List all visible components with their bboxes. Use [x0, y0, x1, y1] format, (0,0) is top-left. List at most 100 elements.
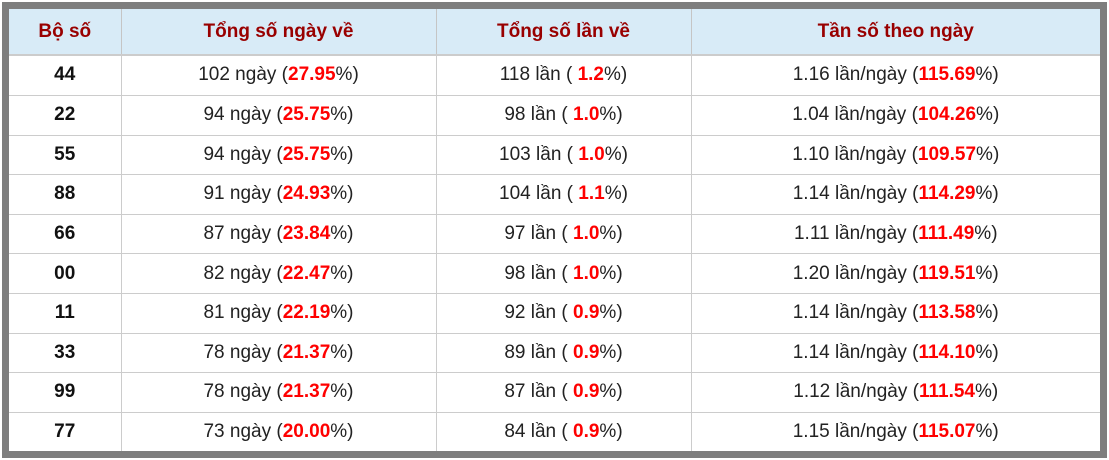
- highlight-percentage: 109.57: [917, 143, 977, 165]
- cell-text: 1.15 lần/ngày (: [792, 420, 919, 442]
- table-body: 44 102 ngày (27.95%) 118 lần ( 1.2%) 1.16 l…: [9, 54, 1100, 451]
- highlight-percentage: 114.10: [918, 341, 976, 363]
- header-row: Bộ số Tổng số ngày về Tổng số lần về Tần…: [9, 9, 1100, 56]
- cell-total-times: 103 lần ( 1.0%): [435, 134, 691, 175]
- cell-frequency-per-day: 1.20 lần/ngày (119.51%): [690, 253, 1100, 294]
- cell-total-days: 91 ngày (24.93%): [120, 174, 436, 215]
- cell-text: 97 lần (: [504, 223, 573, 245]
- highlight-percentage: 0.9: [573, 341, 600, 363]
- cell-pair: 88: [9, 174, 121, 215]
- cell-text: 92 lần (: [504, 302, 573, 324]
- cell-total-times: 98 lần ( 1.0%): [435, 94, 691, 136]
- highlight-percentage: 25.75: [282, 143, 331, 165]
- cell-pair: 11: [9, 292, 121, 334]
- highlight-percentage: 115.69: [918, 64, 976, 86]
- highlight-percentage: 21.37: [282, 341, 331, 363]
- cell-text: %): [975, 183, 999, 205]
- cell-text: 89 lần (: [504, 341, 573, 363]
- table-row: 66 87 ngày (23.84%) 97 lần ( 1.0%) 1.11 lần…: [9, 213, 1100, 254]
- cell-text: 1.14 lần/ngày (: [792, 341, 919, 363]
- cell-total-days: 82 ngày (22.47%): [120, 253, 436, 294]
- cell-frequency-per-day: 1.10 lần/ngày (109.57%): [690, 134, 1100, 175]
- cell-total-days: 78 ngày (21.37%): [120, 372, 436, 413]
- cell-text: %): [975, 341, 999, 363]
- cell-text: %): [330, 143, 354, 165]
- table-row: 77 73 ngày (20.00%) 84 lần ( 0.9%) 1.15 lần…: [9, 411, 1100, 451]
- cell-text: 66: [54, 223, 76, 245]
- cell-total-times: 89 lần ( 0.9%): [435, 332, 691, 373]
- cell-total-days: 94 ngày (25.75%): [120, 134, 436, 175]
- cell-text: %): [976, 143, 1000, 165]
- highlight-percentage: 114.29: [918, 183, 976, 205]
- cell-text: 78 ngày (: [203, 381, 283, 403]
- table-row: 22 94 ngày (25.75%) 98 lần ( 1.0%) 1.04 lần…: [9, 94, 1100, 136]
- cell-text: 73 ngày (: [203, 420, 283, 442]
- cell-text: %): [599, 381, 623, 403]
- cell-text: 118 lần (: [499, 64, 578, 86]
- cell-text: 78 ngày (: [203, 341, 283, 363]
- column-header-total-days: Tổng số ngày về: [120, 9, 436, 56]
- cell-text: %): [975, 302, 999, 324]
- highlight-percentage: 111.54: [918, 381, 975, 403]
- highlight-percentage: 1.2: [577, 64, 604, 86]
- cell-text: 81 ngày (: [203, 302, 283, 324]
- cell-text: 88: [54, 183, 76, 205]
- highlight-percentage: 0.9: [573, 302, 600, 324]
- cell-text: %): [976, 104, 1000, 126]
- highlight-percentage: 1.0: [573, 223, 600, 245]
- highlight-percentage: 1.0: [573, 262, 600, 284]
- highlight-percentage: 115.07: [918, 420, 976, 442]
- cell-total-days: 73 ngày (20.00%): [120, 411, 436, 451]
- cell-text: 1.10 lần/ngày (: [792, 143, 918, 165]
- cell-pair: 33: [9, 332, 121, 373]
- cell-text: 1.11 lần/ngày (: [793, 223, 919, 245]
- cell-text: %): [604, 64, 628, 86]
- cell-text: %): [599, 420, 623, 442]
- cell-pair: 22: [9, 94, 121, 136]
- cell-text: 44: [54, 64, 76, 86]
- cell-text: 11: [54, 302, 75, 324]
- cell-text: 1.16 lần/ngày (: [792, 64, 919, 86]
- highlight-percentage: 22.19: [282, 302, 331, 324]
- highlight-percentage: 1.1: [578, 183, 605, 205]
- cell-text: %): [599, 341, 623, 363]
- highlight-percentage: 21.37: [282, 381, 331, 403]
- cell-text: 1.04 lần/ngày (: [792, 104, 918, 126]
- table-row: 33 78 ngày (21.37%) 89 lần ( 0.9%) 1.14 lần…: [9, 332, 1100, 373]
- cell-text: 94 ngày (: [203, 143, 283, 165]
- cell-text: 98 lần (: [504, 262, 573, 284]
- cell-pair: 99: [9, 372, 121, 413]
- cell-text: 99: [54, 381, 76, 403]
- cell-text: 104 lần (: [499, 183, 579, 205]
- cell-text: %): [330, 104, 354, 126]
- cell-pair: 66: [9, 213, 121, 254]
- cell-pair: 00: [9, 253, 121, 294]
- cell-text: 87 lần (: [504, 381, 573, 403]
- cell-text: %): [330, 183, 354, 205]
- cell-text: %): [604, 183, 628, 205]
- column-header-frequency-per-day: Tần số theo ngày: [690, 9, 1100, 56]
- cell-text: %): [975, 262, 999, 284]
- cell-text: %): [330, 381, 354, 403]
- cell-text: 94 ngày (: [203, 104, 283, 126]
- cell-text: %): [330, 341, 354, 363]
- cell-text: 87 ngày (: [203, 223, 283, 245]
- highlight-percentage: 27.95: [288, 64, 336, 86]
- cell-text: %): [975, 381, 999, 403]
- cell-text: 84 lần (: [504, 420, 573, 442]
- highlight-percentage: 111.49: [918, 223, 975, 245]
- cell-total-times: 97 lần ( 1.0%): [435, 213, 691, 254]
- cell-text: 33: [54, 341, 76, 363]
- cell-total-days: 94 ngày (25.75%): [120, 94, 436, 136]
- cell-total-times: 118 lần ( 1.2%): [435, 54, 691, 96]
- cell-text: 82 ngày (: [203, 262, 283, 284]
- table-row: 00 82 ngày (22.47%) 98 lần ( 1.0%) 1.20 lần…: [9, 253, 1100, 294]
- highlight-percentage: 25.75: [282, 104, 331, 126]
- table-row: 88 91 ngày (24.93%) 104 lần ( 1.1%) 1.14 lầ…: [9, 174, 1100, 215]
- cell-text: 91 ngày (: [203, 183, 283, 205]
- cell-frequency-per-day: 1.16 lần/ngày (115.69%): [690, 54, 1100, 96]
- cell-text: %): [975, 64, 999, 86]
- cell-text: 1.12 lần/ngày (: [793, 381, 919, 403]
